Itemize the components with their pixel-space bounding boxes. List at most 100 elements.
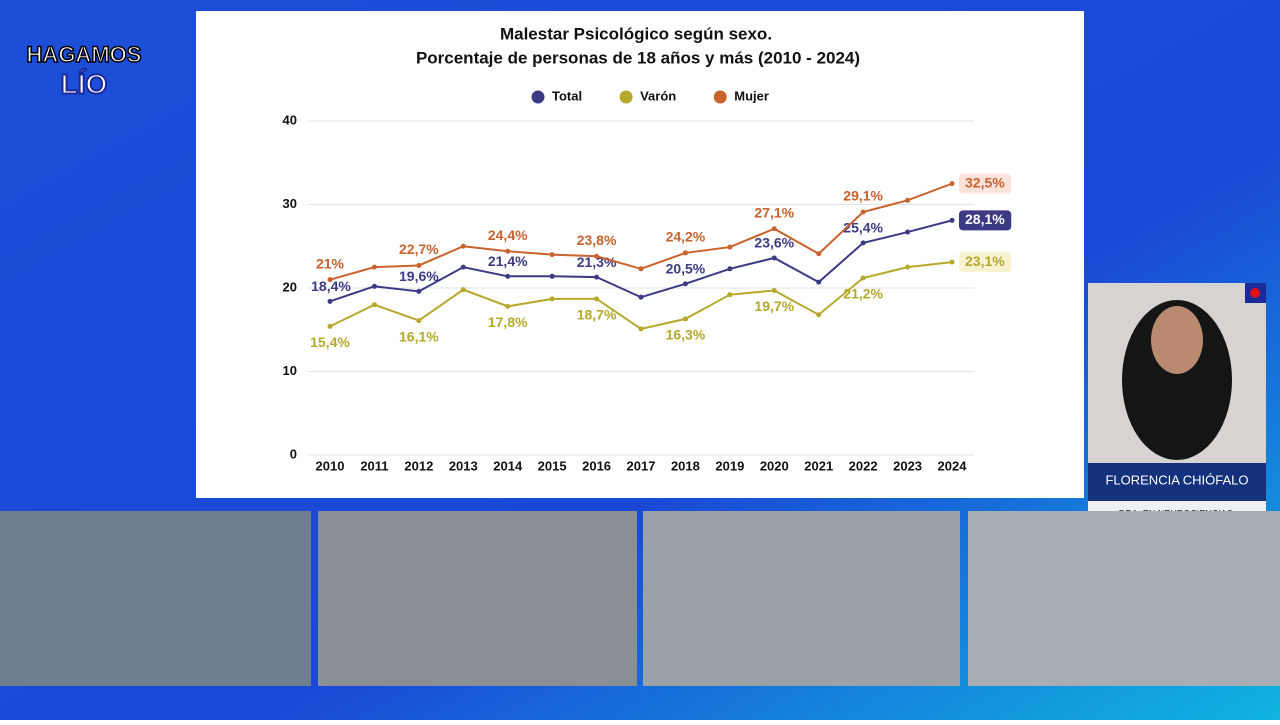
value-label: 32,5% xyxy=(965,174,1005,190)
point xyxy=(638,294,644,300)
x-tick-label: 2013 xyxy=(449,458,478,473)
x-tick-label: 2017 xyxy=(627,458,656,473)
guest-panel: FLORENCIA CHIÓFALO DRA. EN NEUROCIENCIAS… xyxy=(1088,283,1266,534)
point xyxy=(460,243,466,249)
y-tick-label: 10 xyxy=(283,363,297,378)
x-tick-label: 2024 xyxy=(938,458,968,473)
y-tick-label: 30 xyxy=(283,196,297,211)
point xyxy=(905,264,911,270)
point xyxy=(860,275,866,281)
guest-figure xyxy=(1122,300,1232,460)
point xyxy=(727,266,733,272)
x-tick-label: 2020 xyxy=(760,458,789,473)
point xyxy=(905,197,911,203)
point xyxy=(371,264,377,270)
x-tick-label: 2023 xyxy=(893,458,922,473)
live-dot xyxy=(1250,288,1260,298)
value-label: 15,4% xyxy=(310,334,350,350)
legend-label: Mujer xyxy=(734,88,769,103)
value-label: 21,3% xyxy=(577,254,617,270)
point xyxy=(371,283,377,289)
point xyxy=(816,279,822,285)
point xyxy=(638,326,644,332)
value-badge xyxy=(959,252,1012,273)
video-tile xyxy=(968,511,1280,686)
value-label: 23,1% xyxy=(965,253,1005,269)
point xyxy=(327,323,333,329)
value-label: 19,6% xyxy=(399,268,439,284)
point xyxy=(682,281,688,287)
value-label: 17,8% xyxy=(488,314,528,330)
y-tick-label: 0 xyxy=(290,446,297,461)
value-label: 21,4% xyxy=(488,253,528,269)
chart-panel xyxy=(196,11,1084,498)
x-tick-label: 2012 xyxy=(404,458,433,473)
y-tick-label: 20 xyxy=(283,279,297,294)
point xyxy=(371,302,377,308)
value-label: 16,1% xyxy=(399,328,439,344)
legend-label: Total xyxy=(552,88,582,103)
point xyxy=(771,226,777,232)
value-label: 21% xyxy=(316,255,345,271)
value-label: 23,6% xyxy=(754,235,794,251)
value-label: 16,3% xyxy=(666,327,706,343)
point xyxy=(416,318,422,324)
point xyxy=(727,244,733,250)
point xyxy=(327,277,333,283)
point xyxy=(416,288,422,294)
point xyxy=(594,253,600,259)
value-badge xyxy=(959,173,1012,194)
point xyxy=(549,296,555,302)
point xyxy=(549,273,555,279)
point xyxy=(905,229,911,235)
point xyxy=(549,252,555,258)
point xyxy=(682,250,688,256)
value-label: 24,4% xyxy=(488,227,528,243)
video-tile xyxy=(0,511,311,686)
guest-face xyxy=(1151,306,1203,374)
value-label: 18,7% xyxy=(577,307,617,323)
name-bar xyxy=(1088,463,1266,501)
point xyxy=(771,255,777,261)
value-label: 24,2% xyxy=(666,229,706,245)
point xyxy=(860,240,866,246)
value-label: 23,8% xyxy=(577,232,617,248)
legend-label: Varón xyxy=(640,88,676,103)
chart-subtitle: Porcentaje de personas de 18 años y más … xyxy=(416,48,860,67)
point xyxy=(460,287,466,293)
value-label: 19,7% xyxy=(754,298,794,314)
point xyxy=(638,266,644,272)
video-tiles xyxy=(0,511,1280,686)
x-tick-label: 2022 xyxy=(849,458,878,473)
value-label: 18,4% xyxy=(311,278,351,294)
logo-line: LÍO xyxy=(61,68,108,99)
point xyxy=(505,248,511,254)
value-label: 20,5% xyxy=(666,261,706,277)
value-label: 27,1% xyxy=(754,204,794,220)
value-label: 22,7% xyxy=(399,241,439,257)
point xyxy=(682,316,688,322)
point xyxy=(771,288,777,294)
chart-title: Malestar Psicológico según sexo. xyxy=(500,24,772,43)
legend-swatch xyxy=(531,90,545,104)
x-tick-label: 2021 xyxy=(804,458,833,473)
point xyxy=(505,273,511,279)
point xyxy=(949,217,955,223)
point xyxy=(327,298,333,304)
value-label: 25,4% xyxy=(843,220,883,236)
video-tile xyxy=(318,511,637,686)
x-tick-label: 2015 xyxy=(538,458,567,473)
point xyxy=(505,303,511,309)
point xyxy=(816,312,822,318)
y-tick-label: 40 xyxy=(283,112,297,127)
guest-name: FLORENCIA CHIÓFALO xyxy=(1105,472,1248,487)
legend-swatch xyxy=(713,90,727,104)
point xyxy=(816,251,822,257)
point xyxy=(416,262,422,268)
x-tick-label: 2010 xyxy=(316,458,345,473)
x-tick-label: 2019 xyxy=(715,458,744,473)
value-label: 29,1% xyxy=(843,188,883,204)
value-label: 21,2% xyxy=(843,286,883,302)
video-tile xyxy=(643,511,960,686)
